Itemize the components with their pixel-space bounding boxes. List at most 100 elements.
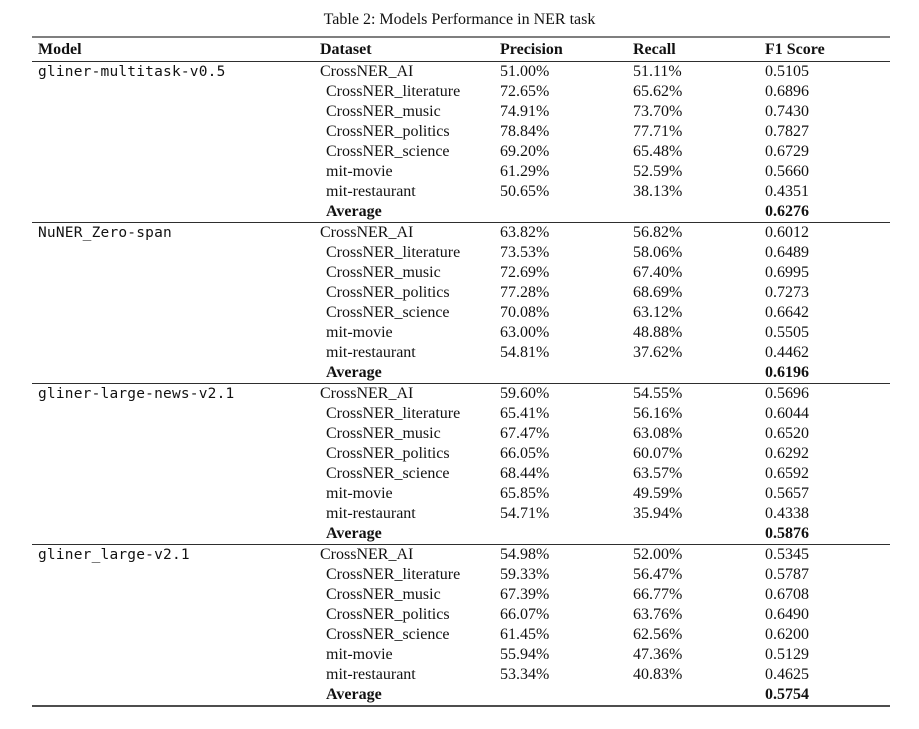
table-row: CrossNER_politics 78.84% 77.71% 0.7827 [32,122,890,142]
table-row: CrossNER_science 69.20% 65.48% 0.6729 [32,142,890,162]
average-f1-cell: 0.6196 [765,364,809,381]
recall-cell: 40.83% [633,666,683,683]
f1-cell: 0.4338 [765,505,809,522]
recall-cell: 56.47% [633,566,683,583]
table-row: CrossNER_politics 66.05% 60.07% 0.6292 [32,444,890,464]
table-row: CrossNER_literature 73.53% 58.06% 0.6489 [32,243,890,263]
table-row: mit-movie 55.94% 47.36% 0.5129 [32,645,890,665]
f1-cell: 0.6642 [765,304,809,321]
f1-cell: 0.6012 [765,224,809,241]
table-row: CrossNER_literature 72.65% 65.62% 0.6896 [32,82,890,102]
dataset-cell: CrossNER_politics [326,284,450,301]
dataset-cell: CrossNER_politics [326,606,450,623]
precision-cell: 74.91% [500,103,550,120]
recall-cell: 66.77% [633,586,683,603]
dataset-cell: mit-restaurant [326,666,416,683]
recall-cell: 48.88% [633,324,683,341]
dataset-cell: mit-movie [326,485,393,502]
table-row: gliner-large-news-v2.1 CrossNER_AI 59.60% 5… [32,384,890,405]
ner-performance-table: Model Dataset Precision Recall F1 Score … [32,36,890,707]
model-block: gliner_large-v2.1 CrossNER_AI 54.98% 52.00%… [32,544,890,707]
average-row: Average 0.5754 [32,685,890,706]
table-row: CrossNER_music 67.47% 63.08% 0.6520 [32,424,890,444]
precision-cell: 72.65% [500,83,550,100]
recall-cell: 62.56% [633,626,683,643]
recall-cell: 51.11% [633,63,682,80]
recall-cell: 49.59% [633,485,683,502]
average-label: Average [326,525,382,542]
table-row: CrossNER_literature 59.33% 56.47% 0.5787 [32,565,890,585]
col-header-recall: Recall [633,37,765,62]
table-row: CrossNER_music 67.39% 66.77% 0.6708 [32,585,890,605]
precision-cell: 54.98% [500,546,550,563]
table-row: CrossNER_music 74.91% 73.70% 0.7430 [32,102,890,122]
f1-cell: 0.7273 [765,284,809,301]
dataset-cell: mit-restaurant [326,344,416,361]
precision-cell: 69.20% [500,143,550,160]
average-row: Average 0.5876 [32,524,890,545]
f1-cell: 0.6044 [765,405,809,422]
f1-cell: 0.6292 [765,445,809,462]
average-recall-cell [633,685,765,706]
dataset-cell: CrossNER_music [326,425,441,442]
average-row: Average 0.6196 [32,363,890,384]
dataset-cell: CrossNER_music [326,103,441,120]
f1-cell: 0.6729 [765,143,809,160]
col-header-f1: F1 Score [765,37,890,62]
model-block: gliner-large-news-v2.1 CrossNER_AI 59.60% 5… [32,383,890,545]
precision-cell: 61.29% [500,163,550,180]
average-recall-cell [633,363,765,384]
table-row: mit-restaurant 50.65% 38.13% 0.4351 [32,182,890,202]
precision-cell: 53.34% [500,666,550,683]
dataset-cell: mit-movie [326,324,393,341]
table-row: CrossNER_science 70.08% 63.12% 0.6642 [32,303,890,323]
dataset-cell: mit-movie [326,646,393,663]
average-recall-cell [633,202,765,223]
recall-cell: 60.07% [633,445,683,462]
recall-cell: 67.40% [633,264,683,281]
table-row: mit-restaurant 53.34% 40.83% 0.4625 [32,665,890,685]
f1-cell: 0.6490 [765,606,809,623]
f1-cell: 0.5505 [765,324,809,341]
dataset-cell: CrossNER_politics [326,445,450,462]
recall-cell: 52.00% [633,546,683,563]
recall-cell: 35.94% [633,505,683,522]
table-row: CrossNER_politics 66.07% 63.76% 0.6490 [32,605,890,625]
precision-cell: 66.05% [500,445,550,462]
dataset-cell: CrossNER_music [326,264,441,281]
f1-cell: 0.6200 [765,626,809,643]
table-row: CrossNER_science 68.44% 63.57% 0.6592 [32,464,890,484]
precision-cell: 65.85% [500,485,550,502]
recall-cell: 65.62% [633,83,683,100]
recall-cell: 58.06% [633,244,683,261]
table-row: CrossNER_music 72.69% 67.40% 0.6995 [32,263,890,283]
dataset-cell: CrossNER_science [326,465,450,482]
dataset-cell: CrossNER_AI [320,63,414,80]
dataset-cell: mit-movie [326,163,393,180]
f1-cell: 0.4351 [765,183,809,200]
table-row: gliner_large-v2.1 CrossNER_AI 54.98% 52.00%… [32,545,890,566]
col-header-dataset: Dataset [320,37,500,62]
f1-cell: 0.6489 [765,244,809,261]
model-name-cell: NuNER_Zero-span [38,225,172,241]
average-precision-cell [500,685,633,706]
average-label: Average [326,203,382,220]
recall-cell: 68.69% [633,284,683,301]
precision-cell: 61.45% [500,626,550,643]
f1-cell: 0.6592 [765,465,809,482]
precision-cell: 77.28% [500,284,550,301]
precision-cell: 54.81% [500,344,550,361]
recall-cell: 54.55% [633,385,683,402]
average-precision-cell [500,202,633,223]
average-row: Average 0.6276 [32,202,890,223]
dataset-cell: mit-restaurant [326,183,416,200]
precision-cell: 68.44% [500,465,550,482]
dataset-cell: CrossNER_science [326,626,450,643]
dataset-cell: CrossNER_literature [326,405,461,422]
precision-cell: 55.94% [500,646,550,663]
table-row: NuNER_Zero-span CrossNER_AI 63.82% 56.82% 0.… [32,223,890,244]
dataset-cell: CrossNER_science [326,143,450,160]
precision-cell: 67.47% [500,425,550,442]
f1-cell: 0.5105 [765,63,809,80]
f1-cell: 0.5696 [765,385,809,402]
